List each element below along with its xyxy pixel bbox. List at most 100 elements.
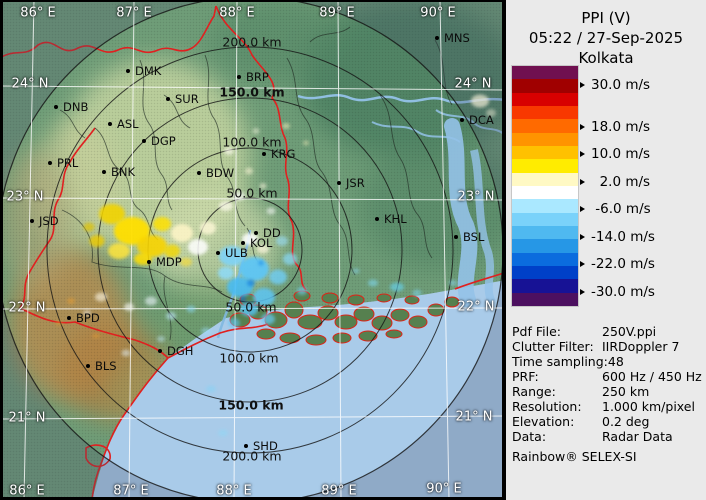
- sea-bay-of-bengal: [92, 280, 506, 500]
- radar-echo-blob: [83, 222, 95, 232]
- city-label: ULB: [225, 246, 248, 260]
- radar-echo-blob: [157, 336, 165, 342]
- range-ring-label: 150.0 km: [218, 397, 284, 413]
- scan-datetime: 05:22 / 27-Sep-2025: [528, 29, 684, 47]
- radar-echo-blob: [164, 244, 180, 258]
- city-marker-dot-icon: [142, 139, 146, 143]
- city-label: ASL: [117, 117, 139, 131]
- range-ring-label: 200.0 km: [222, 448, 282, 464]
- city-marker: DGP: [142, 134, 176, 148]
- city-label: MNS: [444, 31, 470, 45]
- city-marker: SUR: [166, 92, 199, 106]
- city-marker-dot-icon: [254, 231, 258, 235]
- city-marker: JSR: [337, 176, 365, 190]
- radar-echo-blob: [218, 266, 234, 280]
- radar-echo-blob: [242, 233, 258, 245]
- city-marker-dot-icon: [108, 122, 112, 126]
- city-marker-dot-icon: [237, 75, 241, 79]
- metadata-value: 250 km: [602, 384, 650, 399]
- colorbar-band: [512, 252, 578, 266]
- longitude-label: 86° E: [9, 483, 45, 499]
- terrain-hills: [0, 150, 70, 290]
- metadata-label: PRF:: [512, 369, 539, 384]
- scan-metadata: Pdf File: 250V.ppi Clutter Filter: IIRDo…: [512, 324, 704, 464]
- radar-echo-blob: [212, 173, 220, 179]
- radar-echo-blob: [200, 221, 216, 235]
- colorbar-tick-text: 2.0 m/s: [591, 174, 651, 190]
- colorbar-band: [512, 79, 578, 93]
- city-marker-dot-icon: [337, 181, 341, 185]
- rivers: [216, 94, 506, 339]
- map-panel-divider: [502, 0, 506, 500]
- city-marker: BRP: [237, 70, 269, 84]
- city-marker: DNB: [54, 100, 88, 114]
- city-marker: KRG: [262, 147, 295, 161]
- radar-echo-blob: [282, 123, 290, 129]
- radar-echo-blob: [245, 167, 253, 175]
- city-label: DMK: [135, 64, 162, 78]
- colorbar-tick-text: 30.0 m/s: [591, 77, 651, 93]
- colorbar-band: [512, 92, 578, 106]
- radar-echo-blob: [121, 349, 131, 357]
- radar-echo-blob: [55, 320, 63, 326]
- radar-map: 200.0 km 150.0 km 100.0 km 50.0 km 50.0 km 10…: [0, 0, 506, 500]
- colorbar-tick: 2.0 m/s: [580, 174, 650, 190]
- city-marker-dot-icon: [216, 251, 220, 255]
- map-border-top: [0, 0, 506, 2]
- radar-echo-blob: [283, 253, 297, 265]
- metadata-row: Time sampling: 48: [512, 354, 704, 369]
- city-marker: KOL: [241, 236, 272, 250]
- city-label: JSR: [346, 176, 365, 190]
- latitude-label: 23° N: [6, 189, 44, 205]
- city-label: PRL: [57, 156, 79, 170]
- longitude-label: 88° E: [216, 483, 252, 499]
- latitude-label: 22° N: [8, 300, 46, 316]
- metadata-row: Clutter Filter: IIRDoppler 7: [512, 339, 704, 354]
- longitude-label: 86° E: [20, 5, 56, 21]
- city-marker-dot-icon: [460, 118, 464, 122]
- city-label: DGP: [151, 134, 176, 148]
- city-marker-dot-icon: [158, 349, 162, 353]
- metadata-value: 600 Hz / 450 Hz: [602, 369, 702, 384]
- radar-echo-blob: [240, 302, 258, 316]
- range-ring-label: 200.0 km: [222, 34, 282, 50]
- radar-echo-blob: [137, 235, 167, 257]
- longitude-label: 90° E: [420, 5, 456, 21]
- longitude-label: 89° E: [321, 483, 357, 499]
- radar-echo-blob: [259, 183, 267, 189]
- city-marker: DMK: [126, 64, 162, 78]
- radar-echo-blob: [180, 257, 192, 267]
- city-marker-dot-icon: [166, 97, 170, 101]
- range-ring-label: 100.0 km: [219, 350, 279, 366]
- latitude-label: 24° N: [454, 76, 492, 92]
- metadata-value: 0.2 deg: [602, 414, 650, 429]
- metadata-value: IIRDoppler 7: [602, 339, 680, 354]
- city-marker: BLS: [86, 359, 117, 373]
- station-name: Kolkata: [578, 49, 634, 67]
- software-credit: Rainbow® SELEX-SI: [512, 449, 637, 464]
- city-label: BDW: [206, 166, 235, 180]
- range-ring-label: 50.0 km: [225, 299, 277, 315]
- colorbar-tick: -14.0 m/s: [580, 229, 655, 245]
- metadata-label: Range:: [512, 384, 556, 399]
- metadata-label: Clutter Filter:: [512, 339, 594, 354]
- radar-echo-blob: [83, 310, 91, 316]
- radar-echo-blob: [471, 94, 489, 108]
- radar-echo-blob: [449, 280, 457, 286]
- city-label: BPD: [76, 311, 100, 325]
- radar-echo-blob: [89, 235, 105, 247]
- city-marker: DD: [254, 226, 281, 240]
- latitude-label: 21° N: [455, 409, 493, 425]
- scale-arrow-icon: [580, 179, 585, 185]
- city-marker: ASL: [108, 117, 139, 131]
- radar-echo-blob: [266, 207, 276, 215]
- city-label: DD: [263, 226, 281, 240]
- radar-echo-blob: [390, 282, 404, 292]
- colorbar-tick-text: 10.0 m/s: [591, 146, 651, 162]
- radar-echo-blob: [303, 140, 309, 146]
- scale-arrow-icon: [580, 82, 585, 88]
- velocity-colorbar: [511, 65, 579, 307]
- out-of-range-dim-overlay: [0, 0, 506, 500]
- radar-echo-blob: [171, 224, 193, 242]
